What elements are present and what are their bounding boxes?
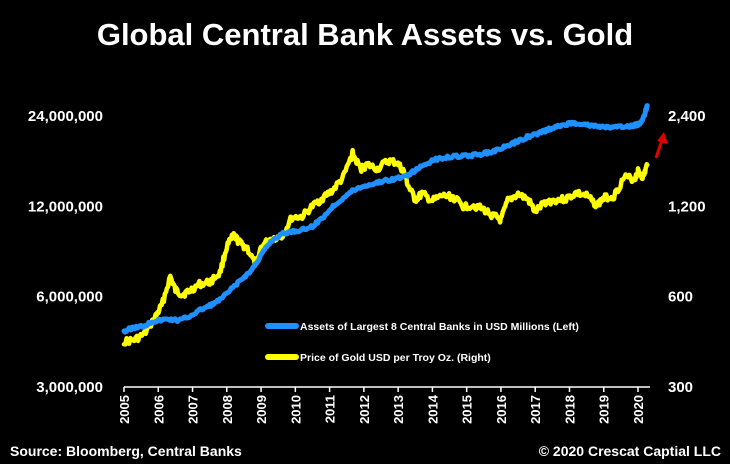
x-tick-label: 2018: [562, 395, 577, 424]
x-tick-label: 2008: [220, 395, 235, 424]
x-axis: 2005 2006 2007 2008 2009 2010 2011 2012 2013 2014…: [117, 386, 650, 424]
series-line-gold: [121, 147, 650, 347]
right-tick-label: 1,200: [668, 198, 706, 215]
growth-arrow-shaft: [654, 139, 664, 159]
growth-arrow: [654, 132, 668, 159]
left-tick-label: 3,000,000: [36, 379, 103, 396]
left-tick-label: 6,000,000: [36, 289, 103, 306]
right-tick-label: 600: [668, 289, 693, 306]
x-tick-label: 2019: [597, 395, 612, 424]
left-axis: 3,000,000 6,000,000 12,000,000 24,000,000: [28, 108, 103, 396]
legend-label-assets: Assets of Largest 8 Central Banks in USD…: [300, 321, 579, 333]
legend-label-gold: Price of Gold USD per Troy Oz. (Right): [300, 352, 491, 364]
x-tick-label: 2015: [460, 395, 475, 424]
right-tick-label: 2,400: [668, 108, 706, 125]
x-tick-label: 2006: [151, 395, 166, 424]
right-axis: 300 600 1,200 2,400: [668, 108, 706, 396]
x-tick-label: 2016: [494, 395, 509, 424]
series-layer: [121, 103, 650, 347]
growth-arrow-head: [657, 132, 668, 144]
source-note: Source: Bloomberg, Central Banks: [10, 443, 242, 459]
legend: Assets of Largest 8 Central Banks in USD…: [265, 321, 579, 364]
x-tick-label: 2012: [357, 395, 372, 424]
x-tick-label: 2011: [323, 395, 338, 423]
right-tick-label: 300: [668, 379, 693, 396]
left-tick-label: 12,000,000: [28, 198, 103, 215]
left-tick-label: 24,000,000: [28, 108, 103, 125]
copyright-note: © 2020 Crescat Captial LLC: [539, 443, 721, 459]
x-tick-label: 2014: [425, 394, 440, 424]
x-tick-label: 2013: [391, 395, 406, 424]
x-tick-label: 2017: [528, 395, 543, 424]
chart-title: Global Central Bank Assets vs. Gold: [97, 17, 633, 52]
series-line-assets: [121, 103, 650, 335]
x-tick-label: 2007: [186, 395, 201, 424]
x-tick-label: 2005: [117, 395, 132, 424]
x-tick-label: 2009: [254, 395, 269, 424]
x-tick-label: 2020: [631, 395, 646, 424]
x-tick-label: 2010: [288, 395, 303, 424]
